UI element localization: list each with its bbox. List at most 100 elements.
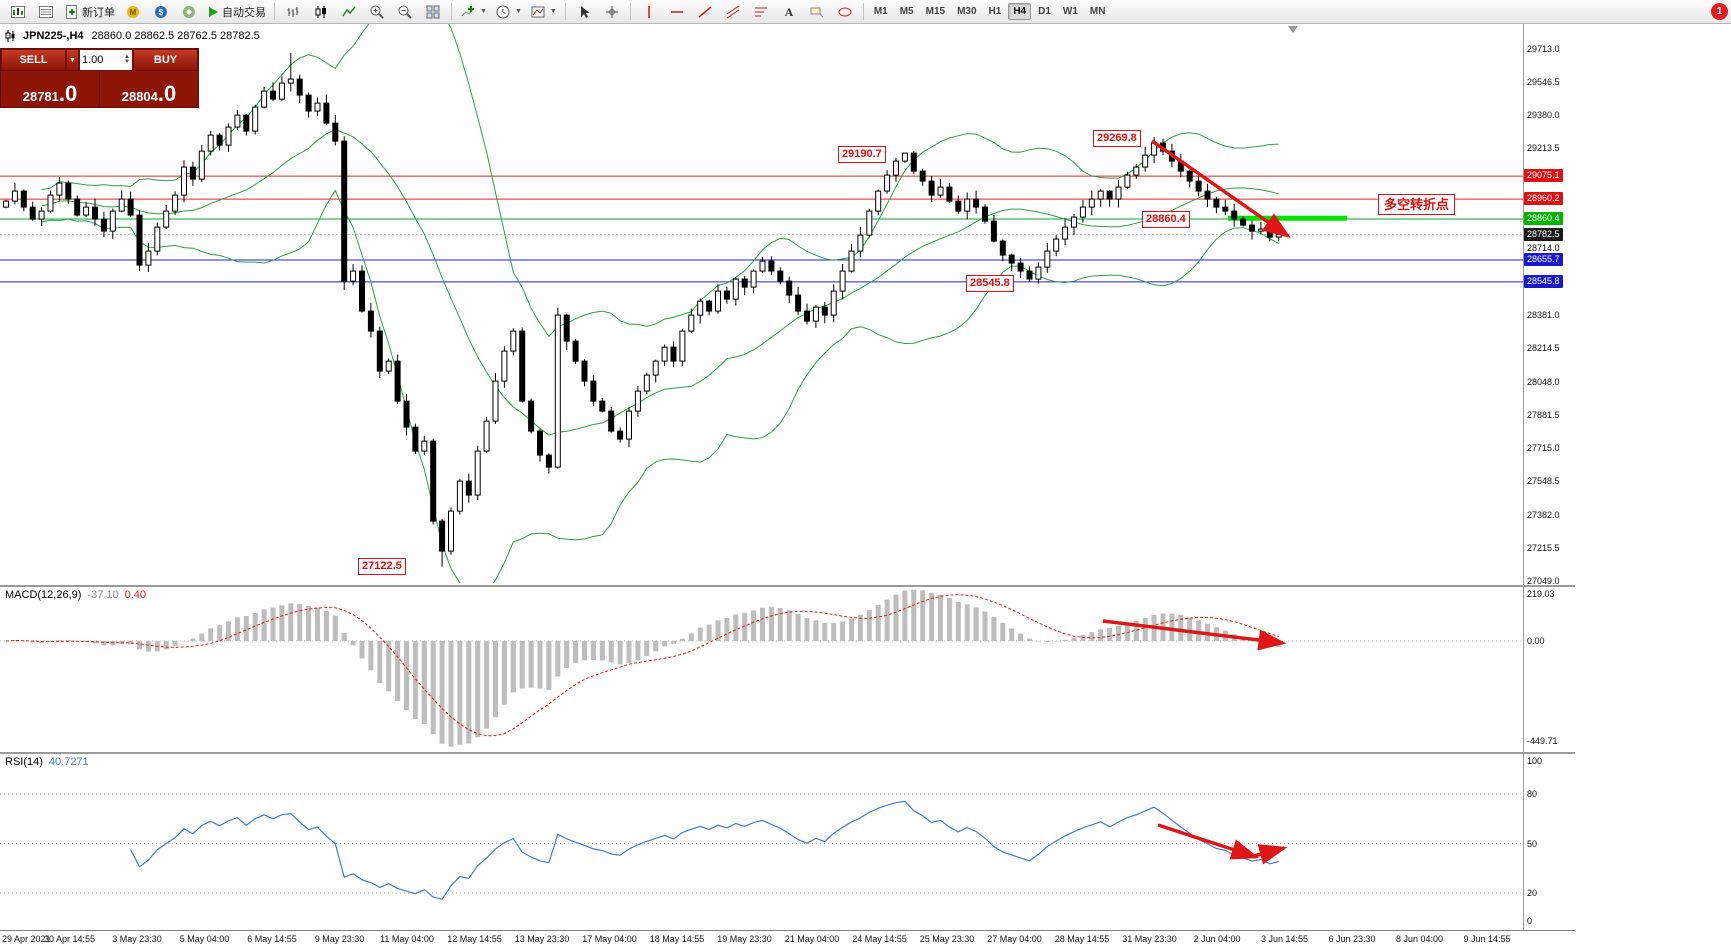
rsi-header: RSI(14) 40.7271 [5, 756, 89, 768]
autotrading-button[interactable]: 自动交易 [204, 1, 269, 23]
trend-arrow[interactable] [1102, 619, 1287, 651]
rsi-scale-label: 50 [1527, 838, 1538, 849]
price-annotation[interactable]: 29269.8 [1093, 130, 1141, 147]
timeframe-h4[interactable]: H4 [1008, 3, 1032, 20]
timeframe-m1[interactable]: M1 [873, 6, 888, 17]
timeframe-mn[interactable]: MN [1089, 6, 1106, 17]
timeframe-m5[interactable]: M5 [899, 6, 914, 17]
periods-button[interactable]: ▼ [492, 1, 525, 23]
rsi-panel[interactable] [0, 793, 1523, 900]
sell-price-main: 28781 [22, 89, 59, 104]
time-axis-label: 2 Jun 04:00 [1193, 934, 1241, 944]
sell-button[interactable]: SELL [1, 49, 66, 71]
line-chart-button[interactable] [336, 1, 362, 23]
time-axis-label: 31 May 23:30 [1122, 934, 1177, 944]
label-icon [810, 7, 824, 17]
rsi-panel-splitter[interactable] [0, 752, 1575, 754]
time-axis-label: 9 May 23:30 [314, 934, 365, 944]
profiles-button[interactable] [33, 1, 59, 23]
timeframe-h1[interactable]: H1 [988, 6, 1002, 17]
fibonacci-icon [754, 7, 767, 16]
timeframe-d1[interactable]: D1 [1038, 6, 1051, 17]
trend-arrow[interactable] [1150, 139, 1291, 239]
horizontal-line-tool[interactable] [664, 1, 690, 23]
timeframe-w1[interactable]: W1 [1062, 6, 1078, 17]
price-annotation[interactable]: 28545.8 [966, 275, 1014, 292]
text-annotation[interactable]: 多空转折点 [1378, 194, 1456, 215]
trendline-tool[interactable] [692, 1, 718, 23]
symbol-info: JPN225-,H4 28860.0 28862.5 28762.5 28782… [5, 30, 260, 42]
price-axis-label: 28214.5 [1527, 343, 1560, 354]
time-axis-label: 24 May 14:55 [852, 934, 907, 944]
price-axis-label: 27881.5 [1527, 409, 1560, 420]
time-axis-label: 9 Jun 14:55 [1463, 934, 1511, 944]
bar-chart-button[interactable] [280, 1, 306, 23]
trend-arrow[interactable] [1157, 823, 1260, 860]
indicators-button[interactable]: ▼ [457, 1, 490, 23]
candlestick-chart-icon [315, 5, 326, 18]
community-icon [183, 5, 195, 18]
one-click-trading-panel: SELL ▼ 1.00 ▲ ▼ BUY 28781 .0 28804 .0 [0, 48, 199, 108]
macd-panel[interactable] [0, 589, 1523, 747]
time-axis-label: 28 May 14:55 [1054, 934, 1110, 944]
price-scale-separator[interactable] [1523, 24, 1524, 930]
buy-price-main: 28804 [121, 89, 158, 104]
time-axis-label: 13 May 23:30 [514, 934, 570, 944]
buy-button[interactable]: BUY [133, 49, 198, 71]
sell-price[interactable]: 28781 .0 [1, 71, 100, 107]
tile-windows-icon [426, 5, 440, 18]
price-annotation[interactable]: 27122.5 [358, 558, 406, 575]
time-axis-label: 8 Jun 04:00 [1395, 934, 1444, 944]
zoom-out-button[interactable] [392, 1, 418, 23]
candlestick-chart-button[interactable] [308, 1, 334, 23]
shapes-tool[interactable] [832, 1, 858, 23]
channel-tool[interactable] [720, 1, 746, 23]
zoom-in-button[interactable] [364, 1, 390, 23]
label-tool[interactable] [804, 1, 830, 23]
buy-price[interactable]: 28804 .0 [100, 71, 198, 107]
fibonacci-tool[interactable] [748, 1, 774, 23]
vertical-line-tool[interactable] [636, 1, 662, 23]
rsi-value: 40.7271 [48, 756, 89, 768]
price-axis-label: 29713.0 [1527, 43, 1560, 54]
main-price-panel[interactable] [0, 0, 1523, 596]
volume-spinner[interactable]: ▲ ▼ [124, 54, 130, 65]
text-tool[interactable]: A [776, 1, 802, 23]
trend-arrow[interactable] [1253, 844, 1288, 865]
cursor-button[interactable] [571, 1, 597, 23]
notification-badge[interactable]: 1 [1711, 3, 1728, 20]
market-button[interactable]: $ [148, 1, 174, 23]
price-annotation[interactable]: 28860.4 [1142, 211, 1190, 228]
community-button[interactable] [176, 1, 202, 23]
price-axis-label: 27382.0 [1527, 509, 1560, 520]
crosshair-button[interactable] [599, 1, 625, 23]
chart-shift-marker[interactable] [1288, 26, 1298, 33]
new-chart-button[interactable] [5, 1, 31, 23]
volume-dropdown[interactable]: ▼ [66, 49, 79, 71]
time-axis-label: 3 Jun 14:55 [1260, 934, 1309, 944]
symbol-title: JPN225-,H4 [23, 30, 84, 42]
indicators-icon [461, 5, 475, 16]
templates-button[interactable]: ▼ [527, 1, 560, 23]
timeframe-m15[interactable]: M15 [925, 6, 946, 17]
price-annotation[interactable]: 29190.7 [838, 146, 886, 163]
volume-input[interactable]: 1.00 ▲ ▼ [79, 49, 133, 71]
svg-text:$: $ [159, 8, 164, 17]
rsi-line [130, 800, 1279, 900]
new-order-button[interactable]: 新订单 [61, 1, 118, 23]
channel-icon [726, 5, 740, 18]
price-axis-flag: 29075.1 [1524, 169, 1563, 183]
macd-panel-splitter[interactable] [0, 585, 1575, 587]
timeframe-m30[interactable]: M30 [957, 6, 977, 17]
tile-windows-button[interactable] [420, 1, 446, 23]
price-axis-label: 27548.5 [1527, 476, 1560, 487]
price-axis-label: 27049.0 [1527, 576, 1560, 587]
mql5-button[interactable]: M [120, 1, 146, 23]
volume-value: 1.00 [82, 54, 104, 66]
time-axis-label: 3 May 23:30 [112, 934, 162, 944]
chevron-down-icon: ▼ [549, 8, 557, 15]
time-axis-label: 18 May 14:55 [649, 934, 705, 944]
shapes-icon [838, 7, 852, 16]
cursor-icon [580, 5, 590, 18]
